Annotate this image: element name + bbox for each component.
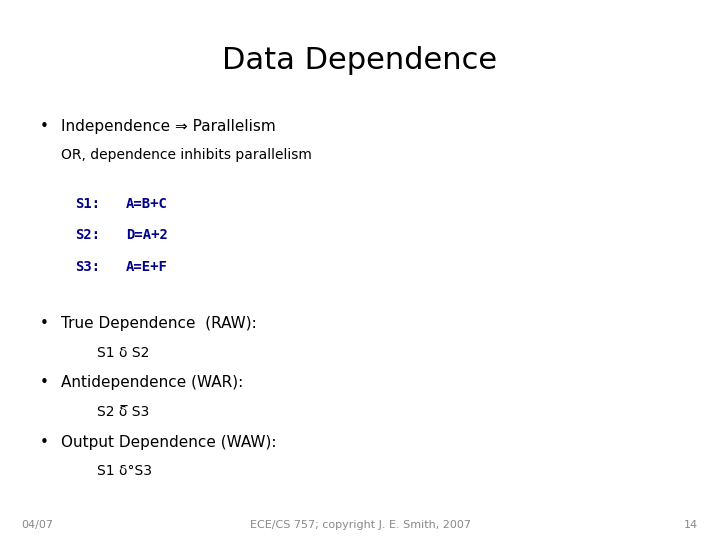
Text: S2 δ̅ S3: S2 δ̅ S3: [97, 405, 150, 419]
Text: S1 δ°S3: S1 δ°S3: [97, 464, 152, 478]
Text: •: •: [40, 435, 48, 450]
Text: ECE/CS 757; copyright J. E. Smith, 2007: ECE/CS 757; copyright J. E. Smith, 2007: [250, 520, 470, 530]
Text: OR, dependence inhibits parallelism: OR, dependence inhibits parallelism: [61, 148, 312, 163]
Text: 04/07: 04/07: [22, 520, 53, 530]
Text: •: •: [40, 316, 48, 331]
Text: S1:: S1:: [76, 197, 101, 211]
Text: D=A+2: D=A+2: [126, 228, 168, 242]
Text: Data Dependence: Data Dependence: [222, 46, 498, 75]
Text: •: •: [40, 375, 48, 390]
Text: True Dependence  (RAW):: True Dependence (RAW):: [61, 316, 257, 331]
Text: A=B+C: A=B+C: [126, 197, 168, 211]
Text: Independence ⇒ Parallelism: Independence ⇒ Parallelism: [61, 119, 276, 134]
Text: Output Dependence (WAW):: Output Dependence (WAW):: [61, 435, 276, 450]
Text: 14: 14: [684, 520, 698, 530]
Text: S2:: S2:: [76, 228, 101, 242]
Text: •: •: [40, 119, 48, 134]
Text: Antidependence (WAR):: Antidependence (WAR):: [61, 375, 243, 390]
Text: A=E+F: A=E+F: [126, 260, 168, 274]
Text: S3:: S3:: [76, 260, 101, 274]
Text: S1 δ S2: S1 δ S2: [97, 346, 150, 360]
